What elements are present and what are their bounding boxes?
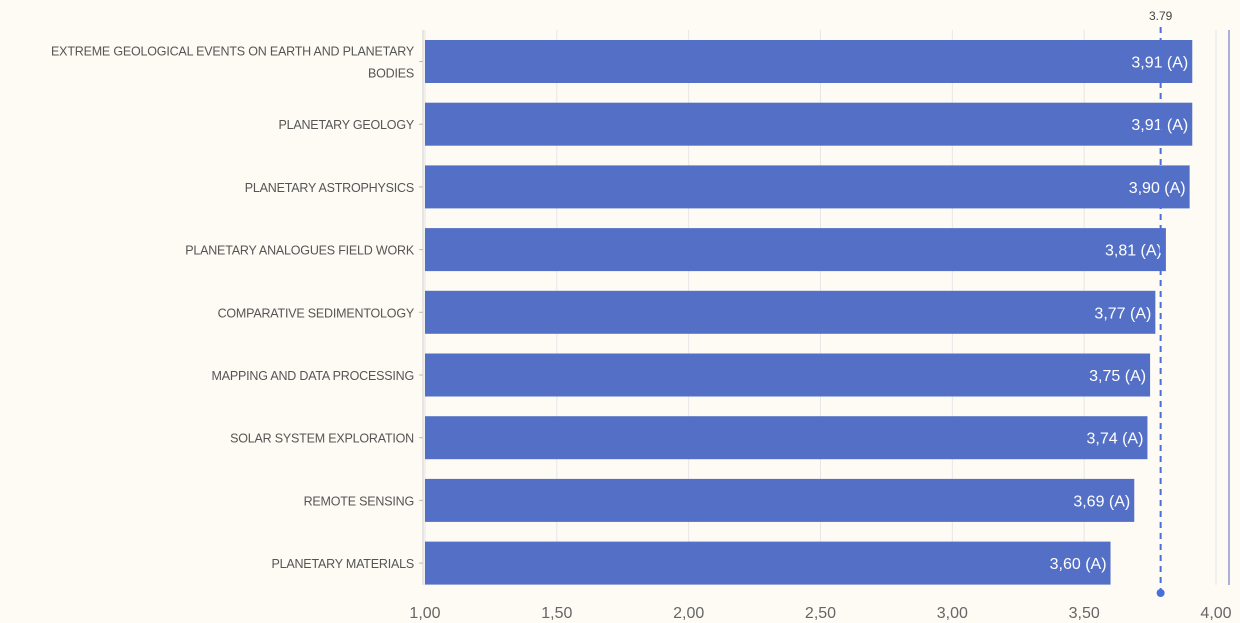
x-tick-label: 4,00: [1200, 605, 1231, 622]
bar: [425, 541, 1111, 585]
x-tick-label: 1,50: [541, 605, 572, 622]
bar-value-label: 3,81 (A): [1105, 243, 1162, 260]
bar-value-label: 3,74 (A): [1087, 431, 1144, 448]
x-tick-label: 3,00: [937, 605, 968, 622]
bar-value-label: 3,60 (A): [1050, 556, 1107, 573]
bar: [425, 478, 1135, 522]
x-tick-label: 1,00: [409, 605, 440, 622]
category-label: PLANETARY ANALOGUES FIELD WORK: [185, 244, 415, 258]
bar: [425, 416, 1148, 460]
category-label: REMOTE SENSING: [304, 494, 414, 508]
bar-value-label: 3,69 (A): [1073, 493, 1130, 510]
category-label: BODIES: [368, 67, 414, 81]
bar: [425, 165, 1190, 209]
reference-layer: 3.79: [1149, 9, 1173, 597]
bar: [425, 102, 1193, 146]
bar: [425, 228, 1166, 272]
bar-value-label: 3,77 (A): [1094, 305, 1151, 322]
bar-value-label: 3,90 (A): [1129, 180, 1186, 197]
bar: [425, 40, 1193, 83]
x-tick-label: 3,50: [1069, 605, 1100, 622]
category-label: MAPPING AND DATA PROCESSING: [211, 369, 414, 383]
reference-line-endpoint: [1156, 589, 1165, 597]
bars-layer: [425, 40, 1193, 585]
labels-layer: 3,91 (A) EXTREME GEOLOGICAL EVENTS ON EAR…: [51, 45, 1188, 574]
reference-line-label: 3.79: [1149, 9, 1173, 23]
category-label: PLANETARY MATERIALS: [271, 557, 414, 571]
axis-layer: 1,00 1,50 2,00 2,50 3,00 3,50 4,00: [409, 30, 1232, 622]
bar: [425, 290, 1156, 334]
x-tick-label: 2,50: [805, 605, 836, 622]
category-label: PLANETARY GEOLOGY: [278, 118, 414, 132]
category-label: COMPARATIVE SEDIMENTOLOGY: [218, 306, 415, 320]
category-label: SOLAR SYSTEM EXPLORATION: [230, 432, 414, 446]
bar-value-label: 3,91 (A): [1131, 117, 1188, 134]
category-label: EXTREME GEOLOGICAL EVENTS ON EARTH AND P…: [51, 45, 415, 59]
bar-value-label: 3,75 (A): [1089, 368, 1146, 385]
bar: [425, 353, 1151, 397]
category-label: PLANETARY ASTROPHYSICS: [245, 181, 414, 195]
x-tick-label: 2,00: [673, 605, 704, 622]
